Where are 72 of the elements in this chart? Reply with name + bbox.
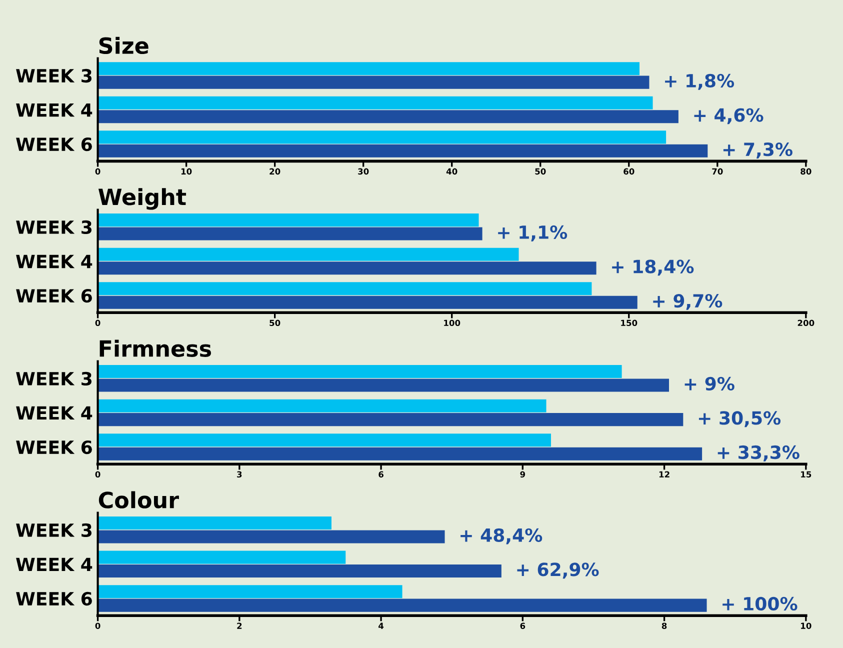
y-tick-label: WEEK 3 [16,372,92,386]
x-tick-label: 60 [624,168,634,175]
x-tick-label: 15 [801,471,812,478]
annotation: + 7,3% [723,142,792,158]
bar [98,282,592,296]
bar [98,248,519,261]
x-tick-label: 4 [378,622,384,629]
bar [98,413,684,426]
bar [98,296,638,309]
y-tick-label: WEEK 6 [16,288,92,303]
annotation: + 100% [722,596,798,611]
annotation: + 9% [684,376,734,390]
x-tick-label: 50 [535,168,546,175]
x-tick-label: 50 [270,320,280,326]
x-tick-label: 6 [378,471,384,478]
y-tick-label: WEEK 6 [16,138,92,152]
annotation: + 48,4% [460,528,542,544]
x-tick-label: 100 [444,320,460,326]
x-tick-label: 2 [237,622,242,629]
y-tick-label: WEEK 4 [16,254,92,268]
bar [98,227,482,240]
annotation: + 62,9% [517,562,599,579]
bar [98,434,551,447]
bar [98,550,346,564]
chart-title: Colour [98,491,179,508]
x-tick-label: 30 [358,168,369,175]
bar [98,530,445,544]
annotation: + 9,7% [653,294,722,310]
x-tick-label: 12 [659,471,670,478]
chart-title: Size [99,36,148,54]
annotation: + 1,8% [665,74,734,90]
x-tick-label: 200 [798,320,814,326]
x-tick-label: 0 [95,168,100,175]
bar [98,564,502,578]
x-tick-label: 20 [270,168,280,175]
annotation: + 18,4% [612,260,694,276]
y-tick-label: WEEK 3 [16,523,92,537]
x-tick-label: 3 [237,471,242,478]
x-tick-label: 150 [621,320,638,326]
chart-title: Weight [98,188,186,210]
x-tick-label: 0 [95,471,100,478]
x-tick-label: 9 [520,471,526,478]
y-tick-label: WEEK 6 [16,440,92,454]
x-tick-label: 80 [800,168,812,175]
chart-title: Firmness [100,340,211,357]
bar [98,399,546,412]
x-tick-label: 0 [95,622,100,629]
y-tick-label: WEEK 6 [16,592,92,606]
annotation: + 30,5% [698,411,781,428]
y-tick-label: WEEK 3 [16,68,92,83]
x-tick-label: 6 [520,622,526,629]
bar [98,447,702,460]
y-tick-label: WEEK 4 [16,558,92,572]
bar [98,585,402,598]
bar [98,262,596,275]
bar [98,598,707,612]
bar [98,516,332,530]
y-tick-label: WEEK 4 [16,406,92,420]
x-tick-label: 70 [712,168,723,175]
y-tick-label: WEEK 4 [16,103,92,117]
x-tick-label: 10 [181,168,192,175]
annotation: + 33,3% [718,445,800,462]
x-tick-label: 40 [446,168,458,175]
bar [98,378,670,392]
bar [98,365,622,378]
x-tick-label: 10 [801,622,812,629]
x-tick-label: 8 [662,622,667,629]
y-tick-label: WEEK 3 [16,220,92,234]
annotation: + 1,1% [498,225,568,242]
annotation: + 4,6% [694,108,764,124]
bar [98,214,479,227]
x-tick-label: 0 [95,320,100,326]
